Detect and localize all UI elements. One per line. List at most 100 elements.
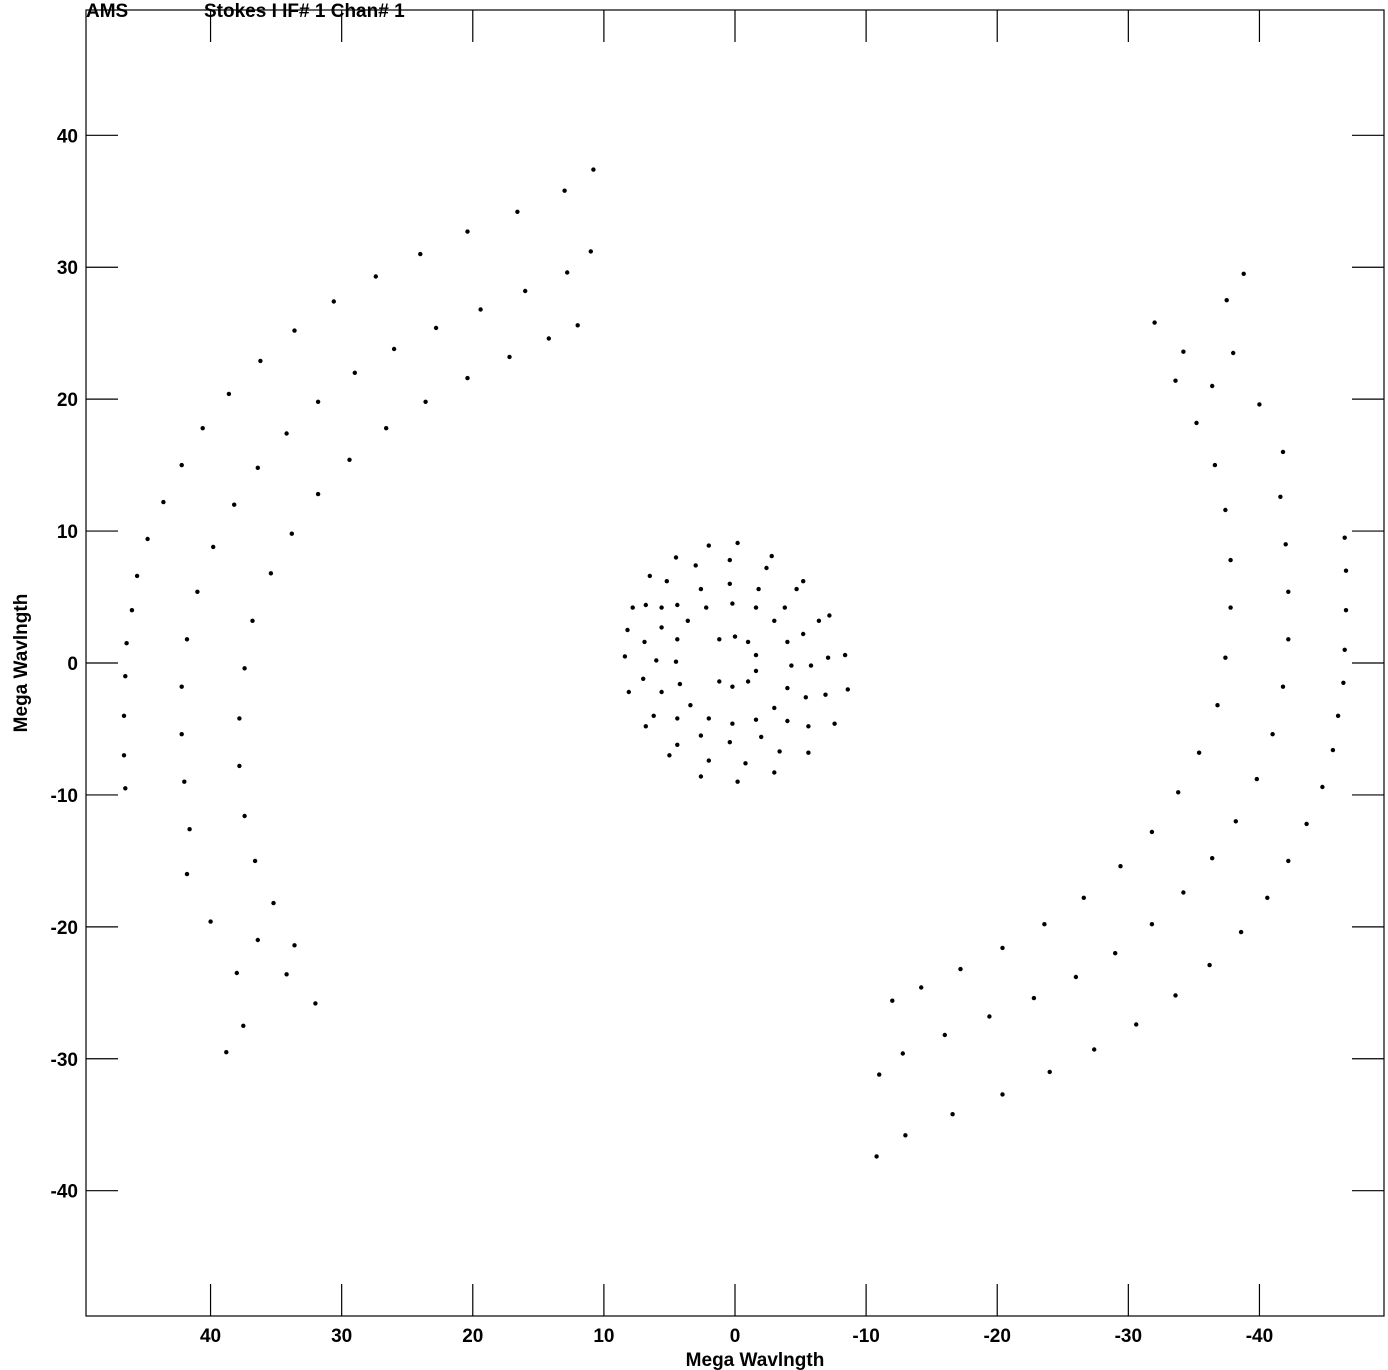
uv-point xyxy=(1210,383,1215,389)
x-tick-label: 30 xyxy=(331,1326,352,1347)
y-tick-label: 20 xyxy=(57,390,78,411)
uv-point xyxy=(1343,568,1349,573)
uv-point xyxy=(675,742,680,747)
uv-point xyxy=(1280,449,1286,455)
uv-point xyxy=(745,679,751,684)
uv-point xyxy=(1223,507,1228,513)
uv-point xyxy=(187,827,192,832)
uv-point xyxy=(352,370,357,375)
uv-point xyxy=(1224,298,1229,303)
uv-point xyxy=(182,779,187,784)
uv-point xyxy=(1176,790,1181,795)
uv-point xyxy=(677,681,683,687)
uv-point xyxy=(816,618,822,623)
x-tick-label: 40 xyxy=(200,1326,221,1347)
uv-point xyxy=(373,274,378,279)
uv-point xyxy=(123,674,128,679)
uv-point xyxy=(523,288,528,294)
uv-point xyxy=(735,779,740,784)
uv-point xyxy=(732,634,738,639)
uv-point xyxy=(1343,608,1349,613)
uv-point xyxy=(195,589,200,594)
uv-point xyxy=(958,966,963,972)
y-tick-label: -20 xyxy=(51,918,78,939)
x-axis-label: Mega Wavlngth xyxy=(686,1350,825,1370)
x-tick-label: -10 xyxy=(852,1326,879,1347)
uv-point xyxy=(200,426,205,431)
uv-point xyxy=(806,750,811,755)
uv-point xyxy=(161,499,166,505)
uv-point xyxy=(782,605,787,610)
uv-point xyxy=(785,718,790,724)
uv-point xyxy=(433,325,439,331)
uv-point xyxy=(242,813,247,819)
uv-point xyxy=(515,209,520,214)
uv-point xyxy=(806,724,811,729)
uv-point xyxy=(753,717,759,722)
uv-point xyxy=(255,465,260,470)
uv-point xyxy=(1210,856,1215,861)
uv-point xyxy=(654,658,659,663)
uv-point xyxy=(698,733,704,738)
uv-point xyxy=(124,641,129,646)
uv-point xyxy=(675,637,680,642)
uv-point xyxy=(772,618,777,623)
uv-point xyxy=(659,625,664,630)
uv-point xyxy=(121,753,127,758)
uv-point xyxy=(647,573,652,579)
uv-point xyxy=(727,557,732,563)
uv-point xyxy=(622,654,628,659)
uv-point xyxy=(1233,819,1239,824)
uv-point xyxy=(1149,829,1155,835)
uv-point xyxy=(1330,747,1336,753)
uv-point xyxy=(226,391,232,397)
uv-point xyxy=(1238,929,1244,935)
uv-point xyxy=(698,586,704,592)
uv-point xyxy=(685,618,690,623)
uv-point xyxy=(706,543,711,548)
uv-point xyxy=(987,1014,992,1019)
uv-point xyxy=(643,602,648,608)
uv-point xyxy=(730,721,735,726)
uv-point xyxy=(234,970,239,976)
x-tick-label: 0 xyxy=(730,1326,741,1347)
uv-point xyxy=(1152,320,1157,325)
uv-point xyxy=(258,358,263,364)
uv-point xyxy=(942,1032,947,1038)
uv-point xyxy=(562,188,567,193)
uv-point xyxy=(630,605,635,610)
uv-point xyxy=(1254,776,1260,782)
uv-point xyxy=(756,586,761,592)
uv-point xyxy=(801,631,806,637)
uv-point xyxy=(950,1112,955,1117)
uv-point xyxy=(179,684,184,689)
uv-point xyxy=(704,605,709,610)
uv-point xyxy=(753,652,759,658)
uv-point xyxy=(1286,637,1291,642)
uv-point xyxy=(693,563,698,568)
x-tick-label: -20 xyxy=(983,1326,1010,1347)
uv-point xyxy=(1212,462,1218,468)
uv-point xyxy=(794,586,799,592)
uv-point xyxy=(673,555,679,560)
uv-point xyxy=(252,858,258,864)
uv-point xyxy=(237,716,242,721)
uv-point xyxy=(825,655,831,660)
uv-point xyxy=(145,536,150,542)
uv-point xyxy=(1118,864,1123,869)
uv-point xyxy=(384,426,389,431)
uv-point xyxy=(1320,784,1325,790)
uv-point xyxy=(1280,684,1286,689)
uv-point xyxy=(284,431,289,436)
uv-point xyxy=(626,689,631,695)
uv-point xyxy=(772,705,777,711)
x-tick-label: 20 xyxy=(462,1326,483,1347)
uv-point xyxy=(134,573,140,579)
uv-point xyxy=(1207,962,1212,968)
uv-point xyxy=(698,774,704,779)
uv-point xyxy=(565,270,570,275)
uv-point xyxy=(706,716,711,721)
uv-point xyxy=(659,689,664,695)
y-tick-label: -10 xyxy=(51,786,78,807)
uv-point xyxy=(1241,271,1246,276)
